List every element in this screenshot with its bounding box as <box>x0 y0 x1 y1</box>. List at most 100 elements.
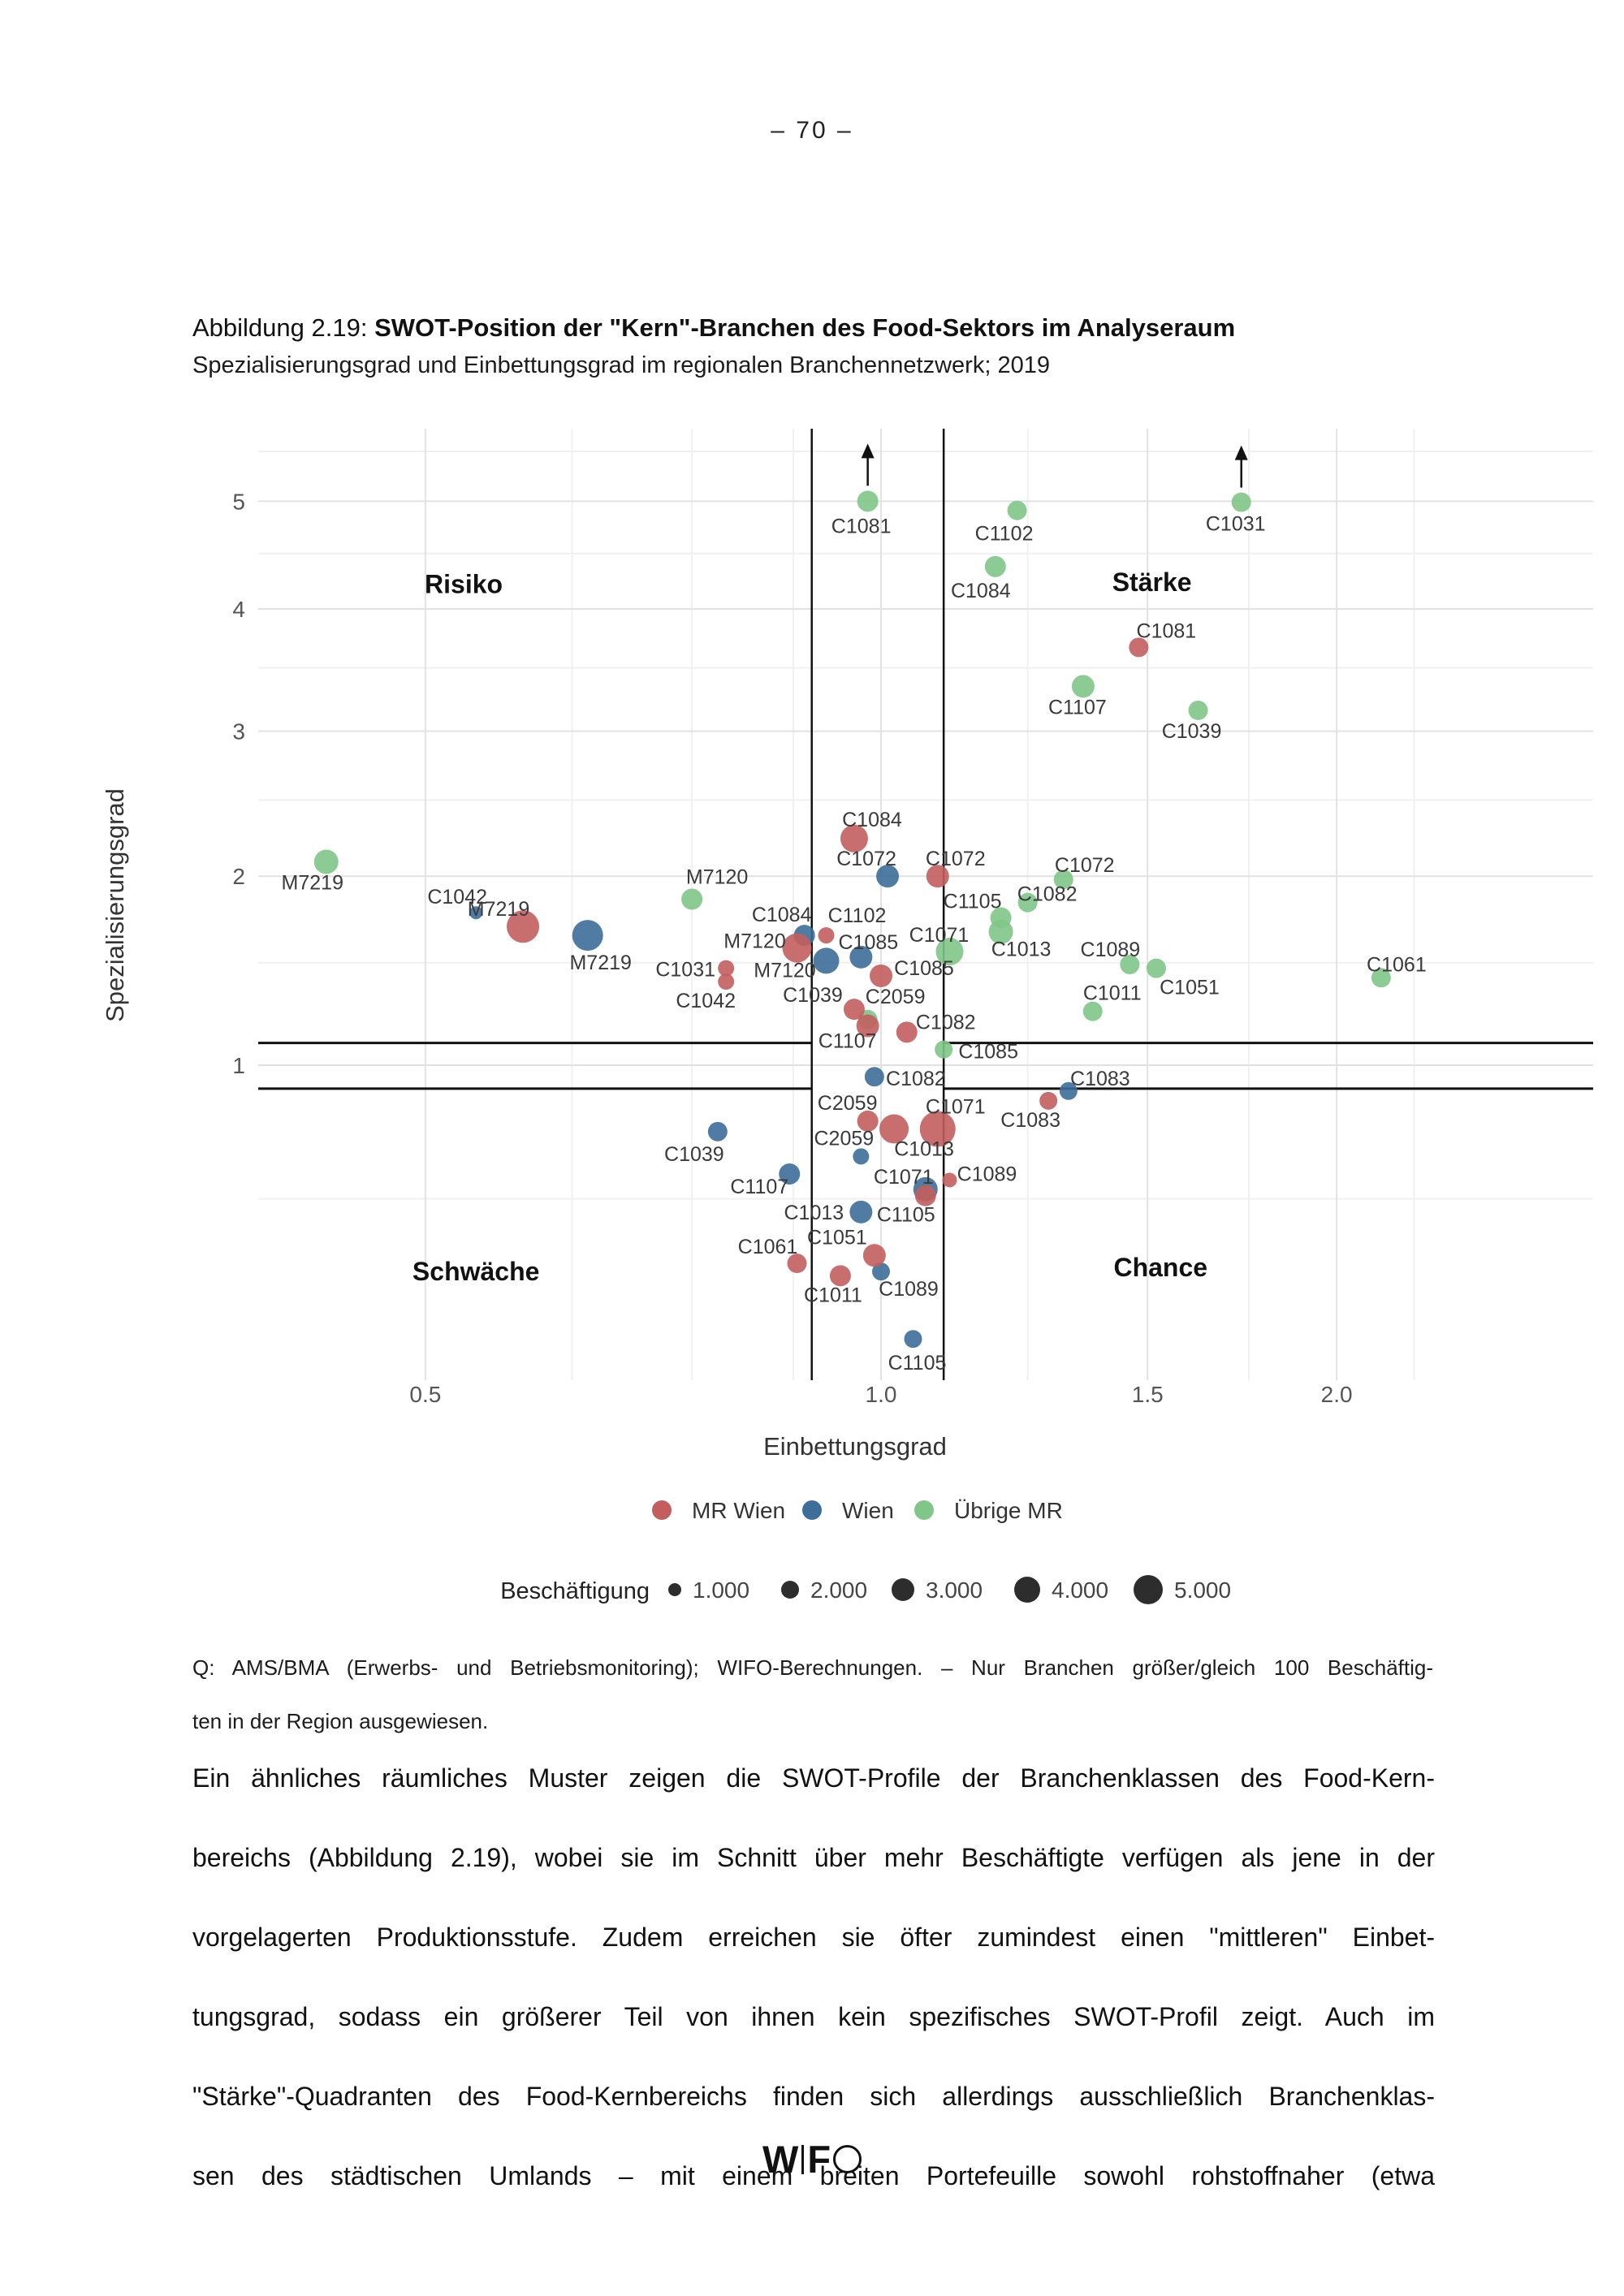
x-tick-label: 1.0 <box>866 1382 897 1407</box>
data-point <box>829 1265 851 1287</box>
overflow-arrow-head-icon <box>1234 445 1248 460</box>
data-point <box>507 910 540 943</box>
data-point <box>984 555 1006 577</box>
data-point-label: C1039 <box>664 1143 724 1166</box>
data-point-label: M7120 <box>723 930 785 953</box>
wifo-logo-circle-icon <box>833 2145 862 2173</box>
data-point <box>864 1067 884 1087</box>
data-point <box>942 1172 957 1188</box>
data-point <box>813 947 840 974</box>
data-point <box>1188 700 1208 720</box>
data-point-label: C1051 <box>807 1226 867 1249</box>
data-point-label: C1082 <box>916 1011 976 1034</box>
source-note-line: Q: AMS/BMA (Erwerbs- und Betriebsmonitor… <box>192 1655 1433 1680</box>
source-note: Q: AMS/BMA (Erwerbs- und Betriebsmonitor… <box>192 1655 1433 1735</box>
y-axis-title: Spezialisierungsgrad <box>101 788 129 1022</box>
data-point-label: C2059 <box>814 1127 875 1150</box>
body-paragraph: Ein ähnliches räumliches Muster zeigen d… <box>192 1759 1435 2236</box>
data-point-label: C1102 <box>975 523 1034 546</box>
data-point-label: C1031 <box>1206 513 1266 536</box>
data-point-label: C1013 <box>991 939 1052 961</box>
wifo-logo-f: F <box>807 2138 831 2181</box>
x-tick-label: 1.5 <box>1132 1382 1164 1407</box>
legend-label: MR Wien <box>692 1498 785 1523</box>
data-point-label: C1105 <box>888 1352 947 1375</box>
data-point-label: C1105 <box>944 891 1002 913</box>
data-point <box>843 999 865 1021</box>
data-point-label: M7219 <box>282 872 343 895</box>
data-point-label: M7219 <box>468 898 529 921</box>
data-point <box>681 888 703 910</box>
x-tick-label: 2.0 <box>1321 1382 1353 1407</box>
data-point <box>1059 1081 1078 1100</box>
data-point <box>313 849 339 874</box>
data-point-label: M7219 <box>569 952 631 974</box>
data-point <box>872 1262 890 1281</box>
data-point <box>1007 500 1027 520</box>
data-point <box>1071 675 1095 698</box>
data-point-label: C1071 <box>874 1166 934 1189</box>
data-point <box>879 1114 909 1144</box>
data-point-label: C1082 <box>1017 883 1078 906</box>
data-point-label: C1039 <box>1162 720 1222 743</box>
data-point <box>1017 892 1038 913</box>
data-point-label: C1083 <box>1000 1109 1060 1132</box>
y-tick-label: 2 <box>232 864 245 889</box>
data-point-label: C1085 <box>958 1041 1018 1064</box>
data-point-label: C1061 <box>738 1236 798 1258</box>
data-point <box>862 1244 886 1267</box>
data-point <box>935 938 964 966</box>
paragraph-line: bereichs (Abbildung 2.19), wobei sie im … <box>192 1843 1435 1872</box>
quadrant-label: Schwäche <box>412 1257 540 1286</box>
data-point <box>818 927 835 944</box>
size-legend-circle-icon <box>1014 1577 1040 1603</box>
paragraph-line: tungsgrad, sodass ein größerer Teil von … <box>192 2002 1435 2031</box>
data-point-label: M7120 <box>754 959 815 982</box>
x-tick-label: 0.5 <box>409 1382 441 1407</box>
size-legend-label: 2.000 <box>810 1577 867 1603</box>
data-point-label: C1011 <box>1083 982 1142 1005</box>
data-point <box>787 1254 807 1274</box>
data-point <box>779 1163 801 1185</box>
data-point <box>926 865 949 888</box>
data-point-label: C1084 <box>951 580 1011 602</box>
data-point-label: C1081 <box>831 515 892 537</box>
data-point <box>856 1014 879 1038</box>
figure-caption-title: SWOT-Position der "Kern"-Branchen des Fo… <box>374 313 1236 342</box>
data-point-label: C1084 <box>842 809 902 831</box>
data-point-label: C1089 <box>879 1278 939 1301</box>
data-point-label: C1107 <box>818 1030 877 1053</box>
size-legend-label: 5.000 <box>1174 1577 1231 1603</box>
data-point <box>707 1121 728 1142</box>
size-legend-circle-icon <box>781 1581 799 1599</box>
size-legend-circle-icon <box>668 1583 681 1596</box>
data-point <box>870 964 892 987</box>
figure-caption: Abbildung 2.19: SWOT-Position der "Kern"… <box>192 313 1508 343</box>
legend-dot-icon <box>802 1500 822 1520</box>
size-legend-label: 4.000 <box>1052 1577 1108 1603</box>
data-point <box>1082 1001 1103 1021</box>
overflow-arrow-head-icon <box>861 443 875 459</box>
data-point <box>840 824 868 852</box>
data-point <box>876 865 900 888</box>
data-point-label: C1089 <box>1081 939 1141 961</box>
data-point-label: C1042 <box>676 990 736 1012</box>
data-point-label: M7120 <box>686 866 748 889</box>
data-point-label: C1011 <box>804 1284 862 1306</box>
data-point <box>919 1111 956 1147</box>
data-point <box>718 973 735 990</box>
data-point <box>853 1148 870 1165</box>
data-point-label: C1072 <box>1055 854 1115 877</box>
paragraph-line: Ein ähnliches räumliches Muster zeigen d… <box>192 1763 1435 1793</box>
wifo-logo-w: W <box>762 2138 799 2181</box>
legend-dot-icon <box>652 1500 672 1520</box>
data-point-label: C1085 <box>839 931 899 954</box>
data-point-label: C1107 <box>730 1176 788 1198</box>
data-point-label: C1039 <box>783 984 843 1007</box>
x-axis-title: Einbettungsgrad <box>763 1432 947 1461</box>
footer: W F <box>0 2140 1624 2178</box>
quadrant-label: Stärke <box>1112 568 1192 597</box>
y-tick-label: 4 <box>232 597 245 622</box>
size-legend-label: 1.000 <box>693 1577 749 1603</box>
data-point-label: C1071 <box>909 924 970 947</box>
